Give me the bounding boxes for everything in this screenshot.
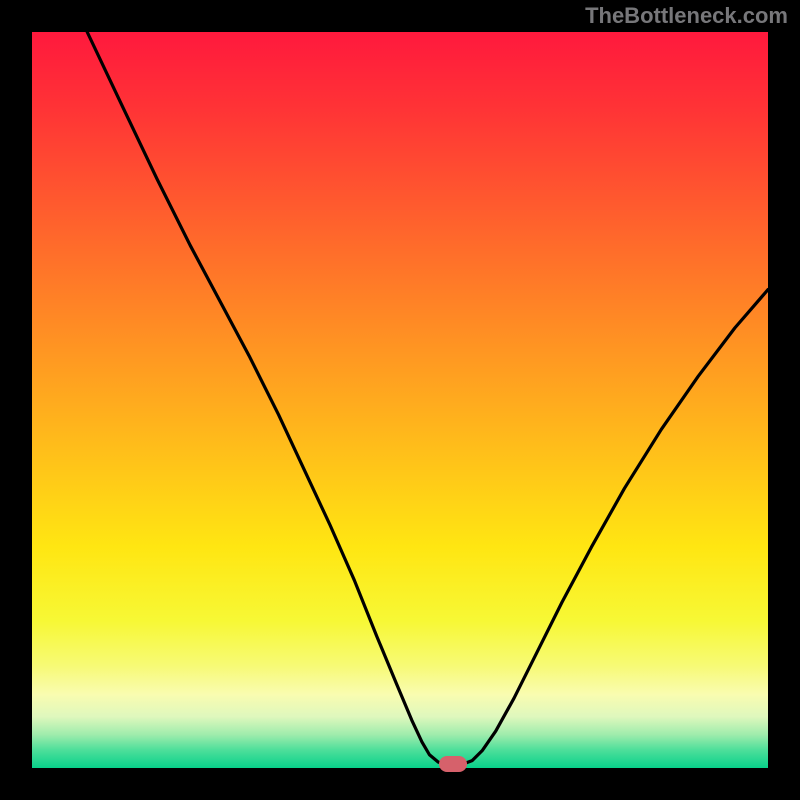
chart-container: TheBottleneck.com xyxy=(0,0,800,800)
minimum-marker xyxy=(439,756,467,772)
bottleneck-curve xyxy=(87,32,768,765)
curve-overlay xyxy=(0,0,800,800)
watermark-text: TheBottleneck.com xyxy=(585,3,788,29)
